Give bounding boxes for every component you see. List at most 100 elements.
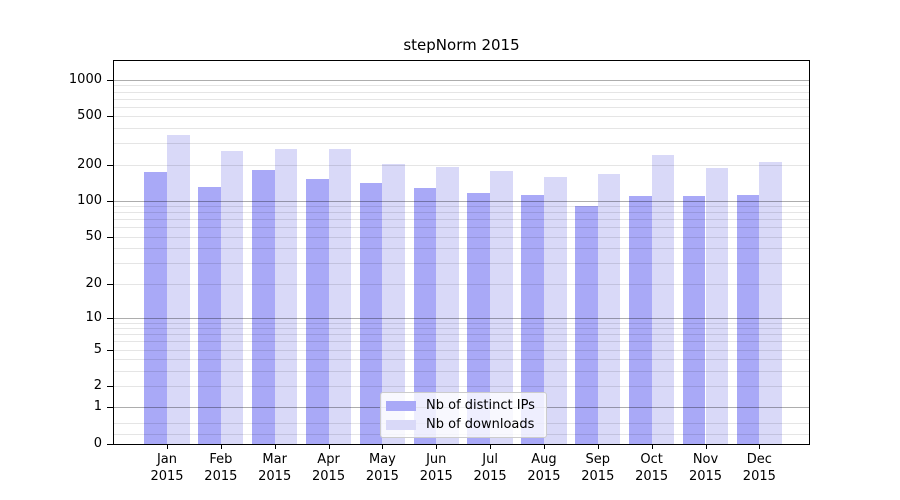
x-tick-year: 2015 — [150, 469, 184, 484]
bar-mar-distinct-ips — [252, 170, 275, 444]
bar-jun-downloads — [436, 167, 459, 444]
x-tick-year: 2015 — [473, 469, 507, 484]
x-tick-year: 2015 — [742, 469, 776, 484]
x-tick-year: 2015 — [688, 469, 723, 484]
x-tick-mark-aug — [543, 445, 545, 449]
x-tick-month: Feb — [209, 452, 233, 467]
gridline-900 — [114, 85, 809, 87]
x-tick-label-may: May 2015 — [350, 451, 414, 485]
x-tick-mark-jun — [436, 445, 438, 449]
bar-jan-downloads — [167, 135, 190, 444]
legend-swatch-distinct-ips — [386, 400, 416, 411]
x-tick-label-jan: Jan 2015 — [135, 451, 199, 485]
x-tick-month: Oct — [640, 452, 663, 467]
x-tick-year: 2015 — [258, 469, 292, 484]
x-tick-year: 2015 — [365, 469, 399, 484]
y-tick-label-5: 5 — [93, 341, 102, 357]
bar-jun-distinct-ips — [413, 187, 437, 444]
x-tick-label-oct: Oct 2015 — [620, 451, 684, 485]
y-tick-label-100: 100 — [77, 192, 102, 208]
gridline-80 — [114, 212, 809, 214]
x-tick-month: Nov — [692, 452, 719, 467]
y-tick-label-10: 10 — [85, 309, 102, 325]
bar-jan-distinct-ips — [144, 171, 167, 444]
gridline-500 — [114, 116, 809, 118]
gridline-100 — [114, 200, 809, 202]
bar-jul-downloads — [490, 171, 513, 444]
gridline-90 — [114, 206, 809, 208]
x-tick-mark-feb — [220, 445, 222, 449]
gridline-3 — [114, 370, 809, 372]
y-tick-label-1000: 1000 — [68, 71, 102, 87]
plot-area — [113, 60, 810, 445]
bar-oct-distinct-ips — [629, 196, 652, 444]
bar-nov-distinct-ips — [682, 195, 706, 444]
bar-nov-downloads — [705, 168, 729, 444]
y-tick-mark-0 — [107, 444, 113, 445]
x-tick-mark-mar — [274, 445, 276, 449]
y-tick-label-20: 20 — [85, 275, 102, 291]
x-tick-mark-sep — [597, 445, 599, 449]
gridline-2 — [114, 386, 809, 388]
y-tick-mark-20 — [107, 283, 113, 285]
gridline-6 — [114, 341, 809, 343]
legend-item-distinct-ips: Nb of distinct IPs — [386, 398, 535, 413]
bar-sep-downloads — [597, 174, 621, 444]
x-tick-mark-apr — [328, 445, 330, 449]
bar-may-downloads — [382, 163, 406, 444]
gridline-5 — [114, 349, 809, 351]
x-tick-mark-nov — [705, 445, 707, 449]
gridline-60 — [114, 227, 809, 229]
y-tick-mark-5 — [107, 349, 113, 351]
x-tick-month: Dec — [746, 452, 772, 467]
bar-sep-distinct-ips — [575, 206, 598, 444]
gridline-1000 — [114, 79, 809, 81]
bar-apr-downloads — [328, 148, 352, 444]
y-tick-mark-1000 — [107, 79, 113, 81]
x-tick-year: 2015 — [527, 469, 561, 484]
x-tick-label-nov: Nov 2015 — [674, 451, 738, 485]
y-tick-label-50: 50 — [85, 228, 102, 244]
x-tick-mark-jan — [167, 445, 168, 449]
bar-dec-downloads — [759, 162, 782, 444]
x-tick-month: Aug — [531, 452, 557, 467]
gridline-300 — [114, 143, 809, 145]
y-tick-mark-100 — [107, 200, 113, 202]
x-tick-month: Sep — [585, 452, 611, 467]
gridline-8 — [114, 328, 809, 330]
legend-item-downloads: Nb of downloads — [386, 417, 535, 432]
x-tick-label-jun: Jun 2015 — [404, 451, 468, 485]
x-tick-year: 2015 — [419, 469, 453, 484]
legend-label-downloads: Nb of downloads — [426, 417, 535, 432]
y-tick-label-200: 200 — [77, 156, 102, 172]
gridline-4 — [114, 359, 809, 361]
x-tick-mark-oct — [651, 445, 653, 449]
x-tick-mark-dec — [759, 445, 761, 449]
x-tick-mark-may — [382, 445, 384, 449]
bar-aug-distinct-ips — [521, 194, 544, 444]
bar-feb-distinct-ips — [198, 187, 221, 444]
x-tick-label-aug: Aug 2015 — [512, 451, 576, 485]
legend-label-distinct-ips: Nb of distinct IPs — [426, 398, 535, 413]
y-tick-mark-50 — [107, 236, 113, 238]
bar-dec-distinct-ips — [736, 195, 760, 444]
x-tick-year: 2015 — [204, 469, 238, 484]
bar-feb-downloads — [220, 150, 244, 444]
gridline-200 — [114, 164, 809, 166]
x-tick-month: Jul — [482, 452, 498, 467]
gridline-600 — [114, 106, 809, 108]
x-tick-mark-jul — [490, 445, 492, 449]
x-tick-label-dec: Dec 2015 — [727, 451, 791, 485]
gridline-70 — [114, 219, 809, 221]
gridline-30 — [114, 263, 809, 265]
gridline-50 — [114, 236, 809, 238]
gridline-7 — [114, 334, 809, 336]
y-tick-label-2: 2 — [93, 378, 102, 394]
gridline-10 — [114, 317, 809, 319]
x-tick-label-jul: Jul 2015 — [458, 451, 522, 485]
x-tick-label-mar: Mar 2015 — [243, 451, 307, 485]
x-tick-month: Mar — [262, 452, 287, 467]
y-tick-label-500: 500 — [77, 108, 102, 124]
legend: Nb of distinct IPs Nb of downloads — [380, 392, 547, 438]
